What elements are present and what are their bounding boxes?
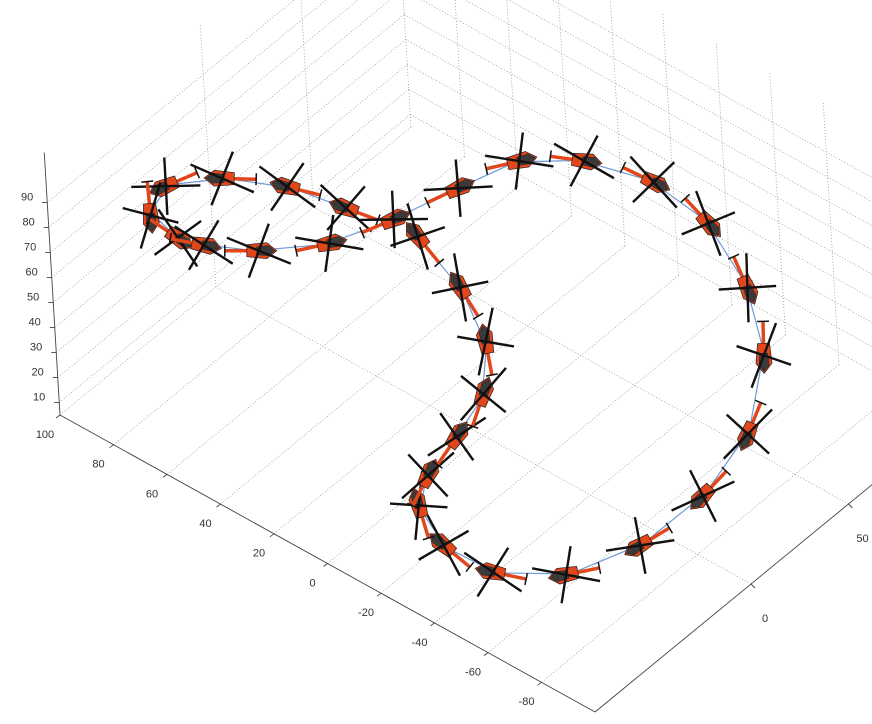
z-tick-label: 60 xyxy=(26,266,38,278)
rotor-blade xyxy=(432,265,488,311)
x-tick-label: 0 xyxy=(762,613,768,625)
helicopter xyxy=(420,246,501,331)
helicopter xyxy=(453,305,518,380)
helicopter xyxy=(290,210,366,277)
grid-line xyxy=(53,15,404,303)
grid-line xyxy=(663,13,679,276)
grid-line xyxy=(542,394,872,682)
grid-line xyxy=(488,365,839,653)
grid-line xyxy=(328,276,679,564)
y-tick xyxy=(431,623,435,626)
helicopter xyxy=(599,505,683,585)
helicopter xyxy=(447,355,519,435)
helicopter xyxy=(307,172,388,246)
y-tick-label: 80 xyxy=(92,459,104,471)
rotor-blade xyxy=(618,517,663,574)
grid-line xyxy=(404,15,872,312)
x-tick xyxy=(751,584,755,588)
helicopter xyxy=(225,224,291,278)
chart: -80 -60 -40 -20 0 20 40 60 80 100 0 50 10 20 30 40 50 60 7… xyxy=(0,0,872,724)
rotor-blade xyxy=(719,415,777,454)
grid-line xyxy=(716,43,732,306)
grid-line xyxy=(401,0,872,262)
helicopter xyxy=(250,153,327,221)
y-tick-label: 0 xyxy=(309,577,315,589)
y-tick xyxy=(270,534,274,537)
z-tick-label: 20 xyxy=(32,366,44,378)
y-tick xyxy=(538,682,542,685)
y-tick xyxy=(56,415,60,418)
x-tick xyxy=(849,504,853,508)
x-tick-label: 50 xyxy=(856,533,868,545)
grid-line xyxy=(400,0,872,237)
grid-line xyxy=(221,216,572,504)
y-tick-label: 100 xyxy=(36,429,54,441)
y-tick xyxy=(217,504,221,507)
helicopter xyxy=(416,150,499,227)
y-tick xyxy=(110,445,114,448)
y-tick-label: -60 xyxy=(465,667,481,679)
helicopter xyxy=(711,392,786,474)
y-tick-label: -20 xyxy=(358,607,374,619)
z-tick-label: 50 xyxy=(27,291,39,303)
z-tick-label: 90 xyxy=(21,191,33,203)
y-tick-label: 60 xyxy=(146,488,158,500)
y-tick xyxy=(163,474,167,477)
page: {"chart_data": { "type": "line3d", "xlim… xyxy=(0,0,872,724)
grid-line xyxy=(556,0,572,216)
z-tick-label: 30 xyxy=(30,341,42,353)
grid-line xyxy=(403,0,872,287)
y-tick xyxy=(484,653,488,656)
z-tick-label: 70 xyxy=(24,241,36,253)
tail-rotor xyxy=(550,150,552,162)
rotor-blade xyxy=(633,153,674,210)
grid-line xyxy=(49,0,400,228)
grid-line xyxy=(59,115,410,403)
y-tick-label: -40 xyxy=(412,637,428,649)
z-tick-label: 10 xyxy=(33,391,45,403)
y-tick-label: 20 xyxy=(253,548,265,560)
z-tick-label: 40 xyxy=(29,316,41,328)
trajectory xyxy=(150,160,764,574)
helicopter xyxy=(529,542,604,608)
grid-line xyxy=(449,0,465,157)
y-tick-label: 40 xyxy=(199,518,211,530)
y-tick xyxy=(377,593,381,596)
x-axis xyxy=(595,424,872,712)
helicopter xyxy=(611,143,694,220)
grid-line xyxy=(770,72,786,335)
helicopter xyxy=(661,453,746,538)
grid-line xyxy=(395,0,411,127)
grid-line xyxy=(609,0,625,246)
grid-line xyxy=(60,127,411,415)
y-tick xyxy=(324,564,328,567)
z-tick-label: 80 xyxy=(23,216,35,228)
y-tick-label: -80 xyxy=(519,696,535,708)
rotor-blade xyxy=(399,454,456,496)
helicopter xyxy=(190,151,257,207)
tail-rotor xyxy=(141,181,153,182)
z-axis xyxy=(44,153,60,416)
grid-line xyxy=(823,102,839,365)
helicopter xyxy=(736,321,792,388)
helicopter xyxy=(665,180,749,265)
grid-line xyxy=(298,0,314,207)
